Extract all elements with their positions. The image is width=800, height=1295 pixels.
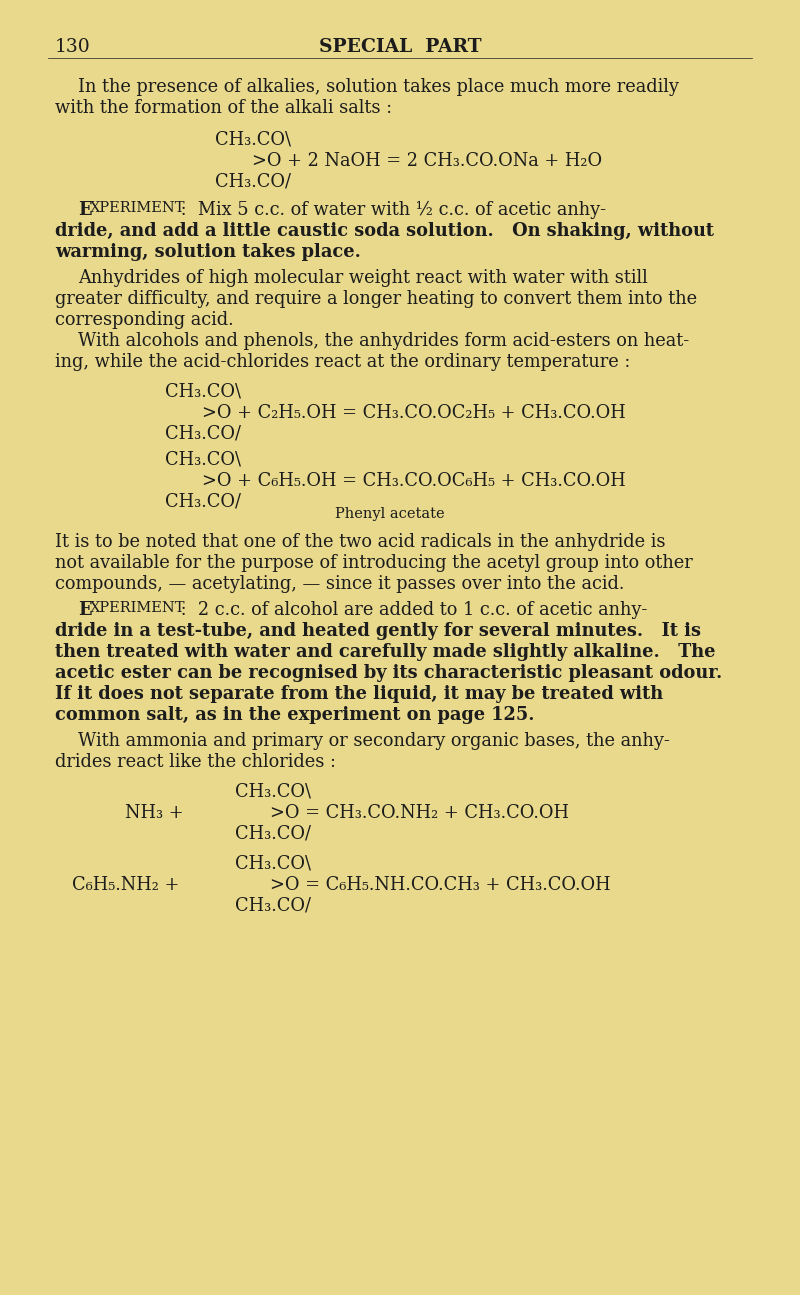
Text: not available for the purpose of introducing the acetyl group into other: not available for the purpose of introdu…: [55, 554, 693, 572]
Text: It is to be noted that one of the two acid radicals in the anhydride is: It is to be noted that one of the two ac…: [55, 534, 666, 550]
Text: CH₃.CO\: CH₃.CO\: [215, 131, 291, 149]
Text: >O = CH₃.CO.NH₂ + CH₃.CO.OH: >O = CH₃.CO.NH₂ + CH₃.CO.OH: [270, 804, 569, 822]
Text: >O = C₆H₅.NH.CO.CH₃ + CH₃.CO.OH: >O = C₆H₅.NH.CO.CH₃ + CH₃.CO.OH: [270, 875, 610, 894]
Text: CH₃.CO\: CH₃.CO\: [235, 783, 311, 802]
Text: then treated with water and carefully made slightly alkaline.   The: then treated with water and carefully ma…: [55, 644, 715, 660]
Text: CH₃.CO/: CH₃.CO/: [235, 825, 311, 843]
Text: XPERIMENT: XPERIMENT: [90, 601, 186, 615]
Text: C₆H₅.NH₂ +: C₆H₅.NH₂ +: [72, 875, 179, 894]
Text: :  2 c.c. of alcohol are added to 1 c.c. of acetic anhy-: : 2 c.c. of alcohol are added to 1 c.c. …: [175, 601, 647, 619]
Text: with the formation of the alkali salts :: with the formation of the alkali salts :: [55, 98, 392, 117]
Text: greater difficulty, and require a longer heating to convert them into the: greater difficulty, and require a longer…: [55, 290, 697, 308]
Text: :  Mix 5 c.c. of water with ½ c.c. of acetic anhy-: : Mix 5 c.c. of water with ½ c.c. of ace…: [175, 201, 606, 219]
Text: CH₃.CO/: CH₃.CO/: [165, 493, 241, 512]
Text: >O + C₂H₅.OH = CH₃.CO.OC₂H₅ + CH₃.CO.OH: >O + C₂H₅.OH = CH₃.CO.OC₂H₅ + CH₃.CO.OH: [202, 404, 626, 422]
Text: If it does not separate from the liquid, it may be treated with: If it does not separate from the liquid,…: [55, 685, 663, 703]
Text: CH₃.CO\: CH₃.CO\: [165, 451, 241, 469]
Text: drides react like the chlorides :: drides react like the chlorides :: [55, 752, 336, 771]
Text: CH₃.CO/: CH₃.CO/: [235, 897, 311, 916]
Text: With ammonia and primary or secondary organic bases, the anhy-: With ammonia and primary or secondary or…: [78, 732, 670, 750]
Text: CH₃.CO/: CH₃.CO/: [215, 174, 291, 190]
Text: >O + C₆H₅.OH = CH₃.CO.OC₆H₅ + CH₃.CO.OH: >O + C₆H₅.OH = CH₃.CO.OC₆H₅ + CH₃.CO.OH: [202, 471, 626, 490]
Text: >O + 2 NaOH = 2 CH₃.CO.ONa + H₂O: >O + 2 NaOH = 2 CH₃.CO.ONa + H₂O: [252, 152, 602, 170]
Text: E: E: [78, 601, 91, 619]
Text: XPERIMENT: XPERIMENT: [90, 201, 186, 215]
Text: CH₃.CO/: CH₃.CO/: [165, 425, 241, 443]
Text: dride, and add a little caustic soda solution.   On shaking, without: dride, and add a little caustic soda sol…: [55, 221, 714, 240]
Text: Phenyl acetate: Phenyl acetate: [335, 508, 445, 521]
Text: CH₃.CO\: CH₃.CO\: [235, 855, 311, 873]
Text: E: E: [78, 201, 91, 219]
Text: ing, while the acid-chlorides react at the ordinary temperature :: ing, while the acid-chlorides react at t…: [55, 354, 630, 370]
Text: acetic ester can be recognised by its characteristic pleasant odour.: acetic ester can be recognised by its ch…: [55, 664, 722, 682]
Text: 130: 130: [55, 38, 90, 56]
Text: common salt, as in the experiment on page 125.: common salt, as in the experiment on pag…: [55, 706, 534, 724]
Text: NH₃ +: NH₃ +: [125, 804, 184, 822]
Text: corresponding acid.: corresponding acid.: [55, 311, 234, 329]
Text: compounds, — acetylating, — since it passes over into the acid.: compounds, — acetylating, — since it pas…: [55, 575, 624, 593]
Text: With alcohols and phenols, the anhydrides form acid-esters on heat-: With alcohols and phenols, the anhydride…: [78, 332, 690, 350]
Text: SPECIAL  PART: SPECIAL PART: [318, 38, 482, 56]
Text: Anhydrides of high molecular weight react with water with still: Anhydrides of high molecular weight reac…: [78, 269, 648, 287]
Text: In the presence of alkalies, solution takes place much more readily: In the presence of alkalies, solution ta…: [78, 78, 679, 96]
Text: warming, solution takes place.: warming, solution takes place.: [55, 243, 361, 262]
Text: CH₃.CO\: CH₃.CO\: [165, 383, 241, 401]
Text: dride in a test-tube, and heated gently for several minutes.   It is: dride in a test-tube, and heated gently …: [55, 622, 701, 640]
